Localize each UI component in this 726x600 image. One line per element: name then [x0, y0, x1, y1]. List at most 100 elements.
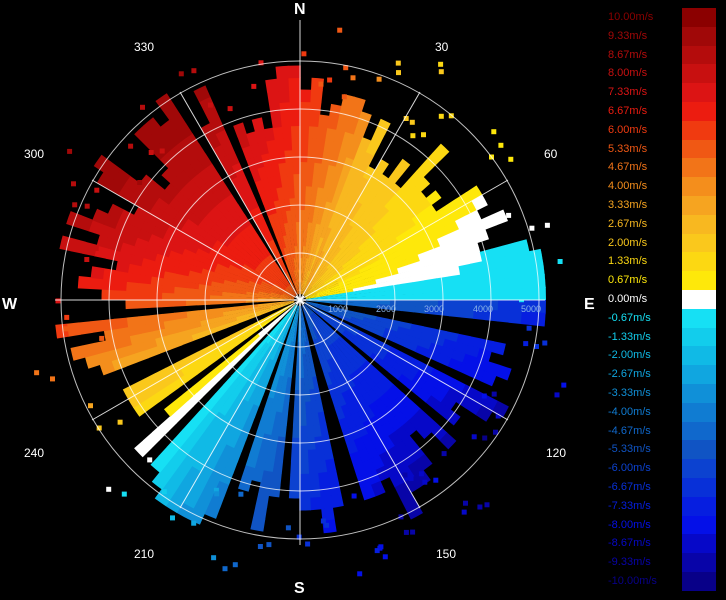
velocity-cell	[202, 327, 216, 337]
velocity-cell	[263, 257, 274, 269]
velocity-cell	[259, 284, 272, 291]
velocity-cell	[318, 336, 328, 349]
legend-entry: 2.00m/s	[606, 233, 716, 253]
velocity-cell	[335, 219, 346, 233]
velocity-cell	[233, 289, 247, 295]
velocity-cell	[306, 425, 315, 439]
velocity-cell	[254, 367, 265, 381]
velocity-cell	[224, 165, 238, 181]
velocity-cell	[258, 304, 271, 309]
velocity-cell	[239, 372, 251, 386]
legend-swatch	[682, 534, 716, 554]
velocity-cell	[365, 140, 380, 156]
velocity-cell	[533, 300, 546, 314]
velocity-cell	[318, 483, 332, 498]
velocity-cell	[212, 187, 227, 203]
velocity-cell	[306, 271, 313, 284]
velocity-cell	[102, 268, 117, 281]
velocity-cell	[263, 345, 273, 358]
velocity-cell	[182, 148, 199, 165]
velocity-cell	[495, 267, 510, 280]
velocity-cell	[319, 251, 328, 264]
velocity-cell	[77, 276, 92, 289]
velocity-cell	[287, 304, 297, 315]
velocity-cell	[310, 186, 319, 200]
velocity-cell	[339, 283, 353, 290]
velocity-cell	[274, 448, 285, 462]
velocity-cell	[184, 242, 199, 254]
velocity-cell	[305, 271, 311, 284]
velocity-cell	[117, 335, 132, 349]
velocity-cell	[126, 272, 141, 284]
velocity-cell	[261, 259, 272, 271]
velocity-cell	[212, 440, 227, 456]
velocity-cell	[289, 258, 294, 271]
velocity-cell	[129, 254, 144, 267]
velocity-cell	[151, 225, 167, 239]
velocity-cell	[375, 159, 389, 175]
velocity-speckle-cell	[561, 382, 567, 388]
velocity-cell	[300, 113, 311, 127]
velocity-cell	[377, 340, 392, 352]
legend-swatch	[682, 327, 716, 347]
velocity-cell	[163, 319, 177, 329]
velocity-cell	[274, 309, 286, 318]
velocity-cell	[388, 242, 403, 254]
velocity-cell	[329, 306, 342, 312]
velocity-cell	[330, 230, 340, 243]
velocity-cell	[273, 323, 283, 335]
velocity-cell	[246, 285, 260, 292]
velocity-cell	[368, 372, 381, 386]
velocity-cell	[173, 292, 187, 300]
velocity-cell	[317, 250, 325, 263]
velocity-cell	[283, 339, 290, 353]
velocity-speckle-cell	[128, 143, 134, 149]
velocity-cell	[303, 365, 309, 379]
velocity-cell	[299, 473, 310, 487]
velocity-speckle-cell	[418, 471, 424, 477]
velocity-cell	[215, 201, 229, 216]
velocity-cell	[188, 193, 203, 208]
velocity-cell	[348, 372, 361, 387]
velocity-cell	[153, 196, 170, 212]
velocity-speckle-cell	[337, 27, 343, 33]
velocity-cell	[374, 425, 389, 441]
velocity-cell	[198, 309, 212, 316]
velocity-cell	[473, 290, 487, 301]
velocity-cell	[183, 198, 198, 214]
velocity-cell	[406, 254, 421, 266]
velocity-cell	[282, 301, 295, 307]
velocity-cell	[339, 310, 353, 317]
velocity-cell	[276, 150, 287, 164]
velocity-cell	[265, 332, 276, 345]
velocity-speckle-cell	[121, 491, 127, 497]
velocity-cell	[289, 101, 301, 115]
velocity-cell	[243, 226, 255, 240]
velocity-cell	[259, 191, 269, 205]
velocity-cell	[176, 169, 192, 186]
velocity-cell	[406, 185, 422, 200]
velocity-cell	[328, 259, 339, 271]
velocity-cell	[180, 224, 195, 237]
velocity-cell	[329, 289, 342, 294]
velocity-speckle-cell	[483, 399, 489, 405]
velocity-cell	[346, 184, 358, 199]
velocity-cell	[292, 317, 297, 330]
velocity-cell	[277, 312, 288, 322]
velocity-cell	[300, 281, 302, 294]
legend-label: -9.33m/s	[608, 556, 651, 569]
velocity-cell	[185, 178, 200, 194]
velocity-cell	[349, 451, 363, 467]
velocity-cell	[377, 304, 391, 310]
velocity-cell	[217, 258, 231, 269]
velocity-cell	[206, 210, 220, 224]
velocity-cell	[264, 274, 276, 284]
velocity-cell	[323, 360, 332, 374]
velocity-cell	[380, 435, 395, 452]
velocity-cell	[350, 316, 364, 324]
velocity-cell	[122, 353, 138, 367]
legend-entry: -5.33m/s	[606, 440, 716, 460]
velocity-cell	[253, 206, 264, 220]
velocity-cell	[235, 216, 248, 231]
velocity-cell	[331, 191, 342, 205]
